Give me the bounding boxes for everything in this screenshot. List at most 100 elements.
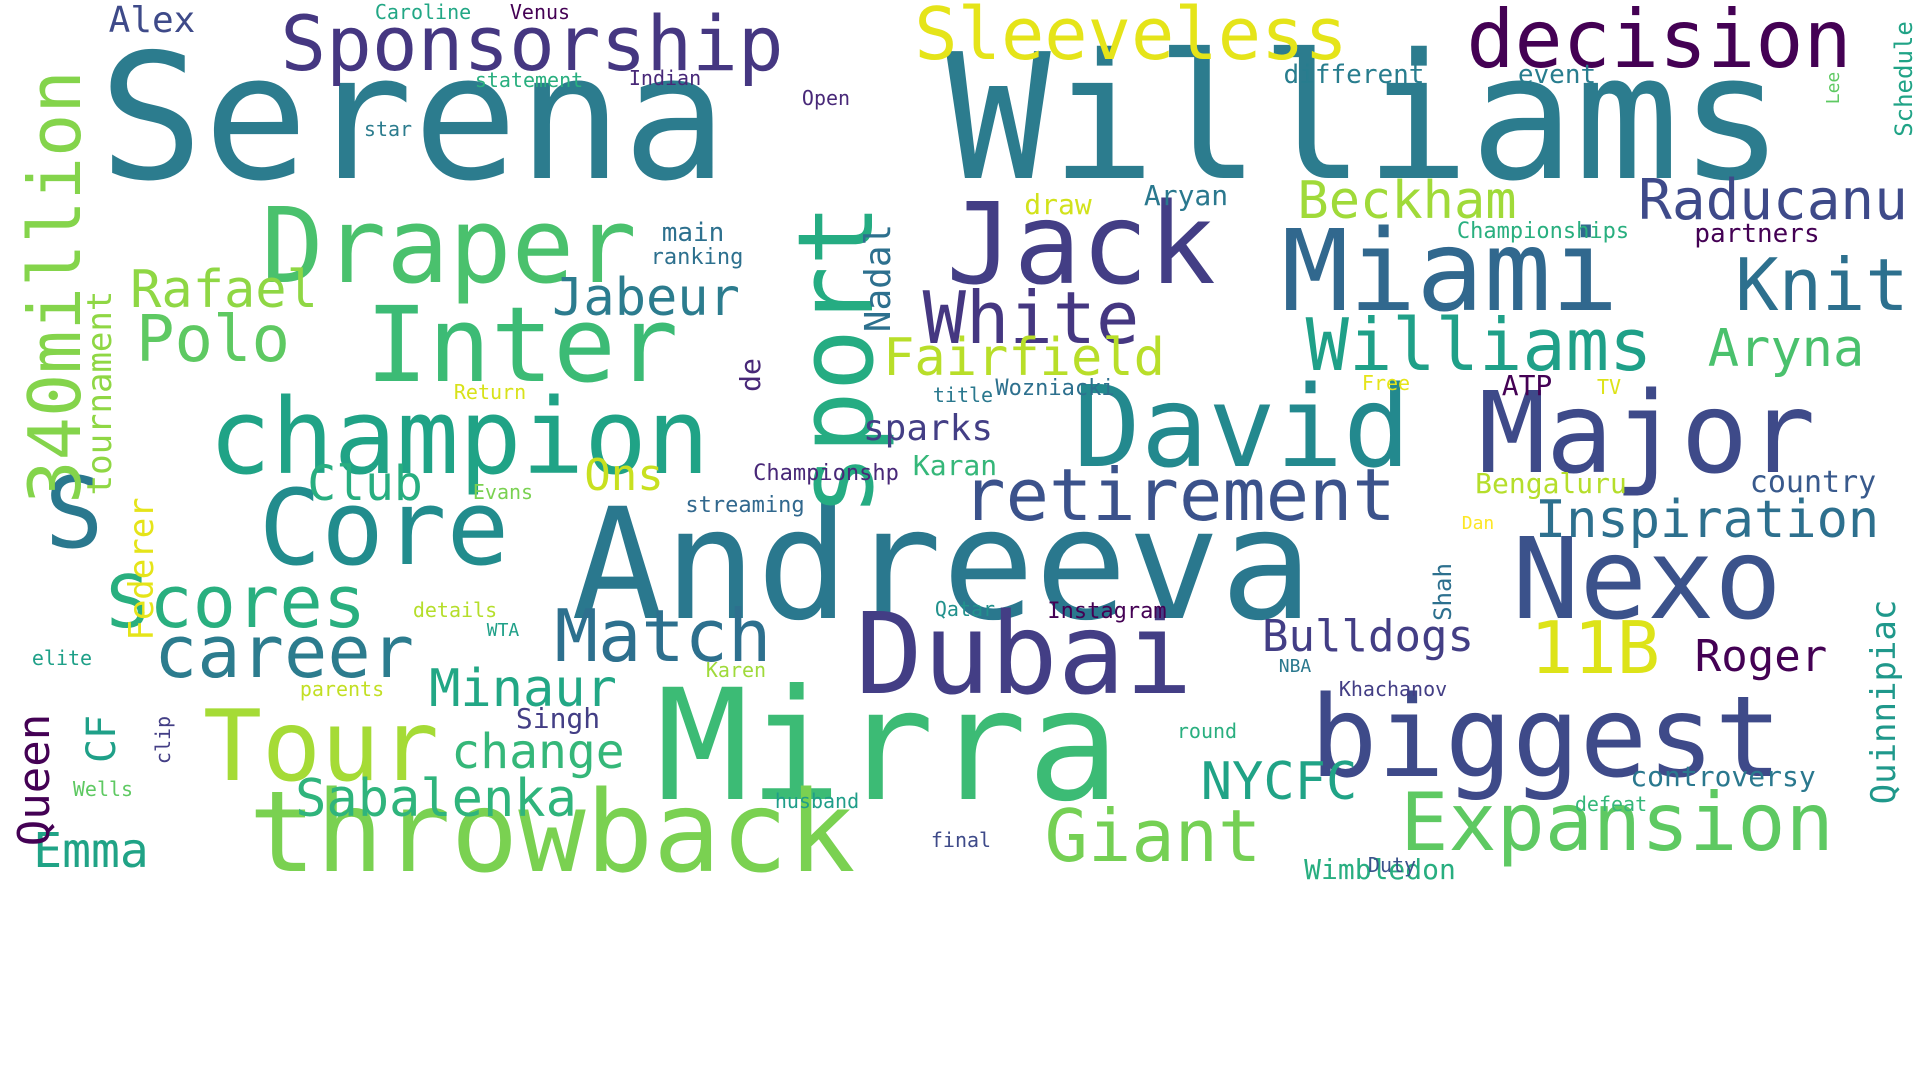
word: Bengaluru	[1475, 467, 1627, 500]
word: Karen	[705, 658, 767, 682]
word: streaming	[685, 493, 805, 518]
word: 11B	[1529, 606, 1661, 690]
word: clip	[151, 715, 175, 765]
word: Championships	[1456, 219, 1630, 244]
word: Caroline	[374, 0, 472, 24]
word: main	[661, 218, 725, 248]
word: Bulldogs	[1262, 611, 1474, 662]
word: husband	[774, 789, 860, 813]
word: Wimbledon	[1304, 853, 1456, 886]
word: Jack	[946, 180, 1216, 310]
word: Khachanov	[1338, 677, 1448, 701]
word: Mirra	[656, 657, 1120, 836]
word: Sponsorship	[280, 0, 784, 88]
word: different	[1283, 60, 1425, 90]
word: Fairfield	[883, 328, 1165, 388]
word: champion	[208, 376, 710, 498]
word: TV	[1596, 375, 1622, 399]
word: retirement	[962, 453, 1396, 537]
word: Aryan	[1143, 179, 1229, 212]
word: title	[932, 383, 994, 407]
word: White	[922, 276, 1140, 360]
word: Scores	[105, 560, 367, 644]
word: WTA	[486, 620, 520, 641]
word: change	[451, 724, 625, 780]
word: Federer	[122, 497, 162, 641]
word: Match	[554, 594, 772, 678]
word: Alex	[108, 0, 196, 41]
word: Inspiration	[1534, 490, 1880, 550]
word: ATP	[1501, 369, 1553, 402]
word: Evans	[472, 480, 534, 504]
word: Draper	[261, 185, 637, 307]
word: Giant	[1044, 794, 1262, 878]
word: Knit	[1735, 243, 1909, 327]
word: CF	[79, 714, 125, 764]
word: Nexo	[1512, 515, 1782, 645]
word: Tour	[202, 690, 440, 804]
word: partners	[1694, 219, 1820, 249]
word: Inter	[365, 284, 679, 406]
word: throwback	[248, 768, 856, 898]
word: Major	[1478, 369, 1816, 499]
word: final	[930, 828, 992, 852]
word: Emma	[33, 823, 149, 879]
word: Championshp	[753, 461, 899, 486]
word: David	[1073, 363, 1411, 493]
word: round	[1176, 719, 1238, 743]
word: sparks	[862, 408, 994, 449]
word: biggest	[1309, 673, 1783, 803]
word: NYCFC	[1200, 752, 1358, 812]
word: Wozniacki	[995, 376, 1115, 401]
word: Karan	[912, 449, 998, 482]
word: Qatar	[934, 597, 996, 621]
word: Return	[453, 380, 527, 404]
word: NBA	[1278, 656, 1312, 677]
word: Serena	[98, 17, 728, 220]
word: Sabalenka	[295, 769, 577, 829]
word: Expansion	[1400, 776, 1834, 869]
word: Sleeveless	[914, 0, 1348, 76]
word: Raducanu	[1638, 168, 1908, 233]
word: country	[1749, 465, 1877, 500]
word: Williams	[945, 17, 1785, 220]
word: parents	[299, 677, 385, 701]
word: event	[1517, 60, 1597, 90]
word: Instagram	[1047, 599, 1167, 624]
word: Lee	[1823, 71, 1844, 105]
word: Core	[258, 467, 510, 589]
word: statement	[474, 68, 584, 92]
word: Jabeur	[552, 268, 740, 328]
word: Dan	[1461, 513, 1495, 534]
word: decision	[1466, 0, 1852, 86]
word: Indian	[628, 66, 702, 90]
word: Andreeva	[571, 476, 1313, 655]
word: ranking	[650, 245, 744, 270]
word: Nadal	[858, 223, 899, 333]
word: Dubai	[855, 590, 1193, 720]
word: Shah	[1429, 563, 1457, 621]
word: Quinnipiac	[1864, 599, 1904, 805]
word: Duty	[1367, 853, 1417, 877]
word: S	[44, 457, 104, 571]
word: tournament	[80, 290, 120, 496]
word: career	[153, 610, 415, 694]
word: de	[734, 358, 767, 392]
word: Polo	[135, 303, 291, 377]
word: Williams	[1305, 303, 1653, 387]
word: Venus	[509, 0, 571, 24]
word: Club	[307, 456, 423, 512]
word: Singh	[515, 702, 601, 735]
word: Ons	[584, 450, 664, 501]
word: controversy	[1630, 760, 1816, 793]
word: Roger	[1694, 631, 1828, 682]
word: Queen	[9, 713, 60, 847]
word: elite	[31, 646, 93, 670]
word: Schedule	[1890, 21, 1918, 137]
word: Miami	[1281, 207, 1619, 337]
word: Minaur	[429, 659, 617, 719]
word: defeat	[1574, 792, 1648, 816]
word: details	[412, 598, 498, 622]
word: Free	[1361, 371, 1411, 395]
